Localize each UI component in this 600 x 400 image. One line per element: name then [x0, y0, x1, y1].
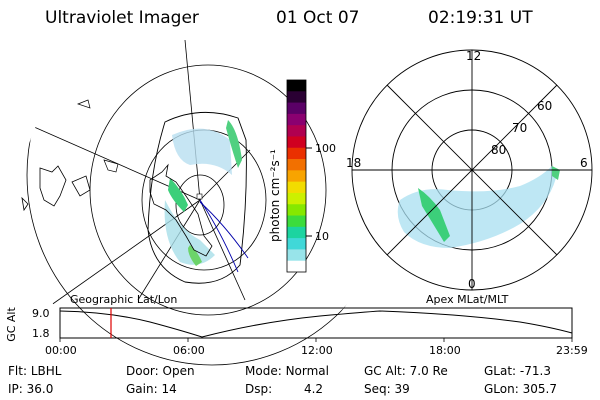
colorbar-frame: [286, 79, 307, 273]
landmass-outline: [21, 165, 91, 212]
right-panel-caption: Apex MLat/MLT: [426, 293, 509, 306]
colorbar-swatch: [287, 113, 306, 126]
auroral-emission: [164, 120, 242, 266]
colorbar-swatch: [287, 249, 306, 262]
mlt-label-18: 18: [346, 156, 361, 170]
colorbar-swatch: [287, 159, 306, 171]
mlt-line: [386, 84, 558, 256]
status-gc-alt: GC Alt: 7.0 Re: [364, 364, 448, 378]
auroral-oval-bright: [418, 188, 450, 242]
colorbar-swatch: [287, 102, 306, 115]
y-tick-label-high: 9.0: [32, 307, 50, 320]
mlt-polar-plot: 12 18 6 0 60 70 80: [346, 49, 593, 291]
latitude-circle: [175, 174, 225, 236]
x-tick-label: 06:00: [173, 344, 205, 357]
meridian-line: [199, 199, 246, 301]
continent-outline: [149, 163, 213, 257]
orbit-track: [199, 199, 249, 273]
colorbar-swatch: [287, 204, 306, 216]
x-tick-label: 23:59: [556, 344, 588, 357]
y-tick-label-low: 1.8: [32, 327, 50, 340]
observation-date: 01 Oct 07: [276, 8, 360, 28]
x-tick-label: 12:00: [301, 344, 333, 357]
meridian-line: [137, 199, 201, 301]
status-glat: GLat: -71.3: [484, 364, 551, 378]
meridian-line: [184, 39, 201, 201]
status-filter: Flt: LBHL: [8, 364, 62, 378]
mlt-label-0: 0: [468, 277, 476, 291]
timeline-axis-label: GC Alt: [4, 307, 18, 342]
mlt-label-6: 6: [580, 156, 588, 170]
colorbar-swatch: [287, 147, 306, 160]
emission-spot: [196, 193, 203, 200]
colorbar-swatch: [287, 136, 306, 149]
left-panel-caption: Geographic Lat/Lon: [70, 293, 178, 306]
x-tick-label: 00:00: [45, 344, 77, 357]
x-tick-label: 18:00: [429, 344, 461, 357]
colorbar-swatch: [287, 215, 306, 228]
mlat-label-70: 70: [512, 121, 527, 135]
coast-fragment: [76, 99, 119, 173]
status-glon: GLon: 305.7: [484, 382, 557, 396]
instrument-title: Ultraviolet Imager: [45, 8, 199, 28]
colorbar-tick-label: 10: [315, 230, 329, 243]
colorbar-unit-label: photon cm⁻²s⁻¹: [268, 149, 282, 242]
colorbar-tick-label: 100: [315, 142, 336, 155]
status-mode: Mode: Normal: [245, 364, 329, 378]
timeline-frame: [59, 307, 573, 339]
status-dsp: Dsp: 4.2: [245, 382, 324, 396]
observation-time: 02:19:31 UT: [428, 8, 533, 28]
mlat-label-80: 80: [491, 143, 506, 157]
altitude-timeline: [59, 307, 573, 342]
colorbar-swatch: [287, 125, 306, 137]
colorbar-swatch: [287, 181, 306, 194]
colorbar-swatch: [287, 238, 306, 250]
colorbar-swatch: [287, 192, 306, 205]
colorbar-swatch: [287, 260, 306, 273]
mlat-label-60: 60: [537, 99, 552, 113]
auroral-spot: [552, 166, 560, 180]
altitude-curve: [59, 310, 573, 338]
colorbar-swatch: [287, 91, 306, 103]
colorbar-swatch: [287, 80, 306, 92]
status-gain: Gain: 14: [126, 382, 177, 396]
image-footprint: [147, 111, 247, 284]
colorbar-swatch: [287, 170, 306, 183]
status-ip: IP: 36.0: [8, 382, 54, 396]
status-door: Door: Open: [126, 364, 195, 378]
mlt-label-12: 12: [466, 49, 481, 63]
latitude-circle: [26, 20, 380, 366]
colorbar-swatch: [287, 226, 306, 239]
colorbar: [286, 79, 307, 273]
status-seq: Seq: 39: [364, 382, 410, 396]
auroral-oval: [397, 166, 556, 248]
